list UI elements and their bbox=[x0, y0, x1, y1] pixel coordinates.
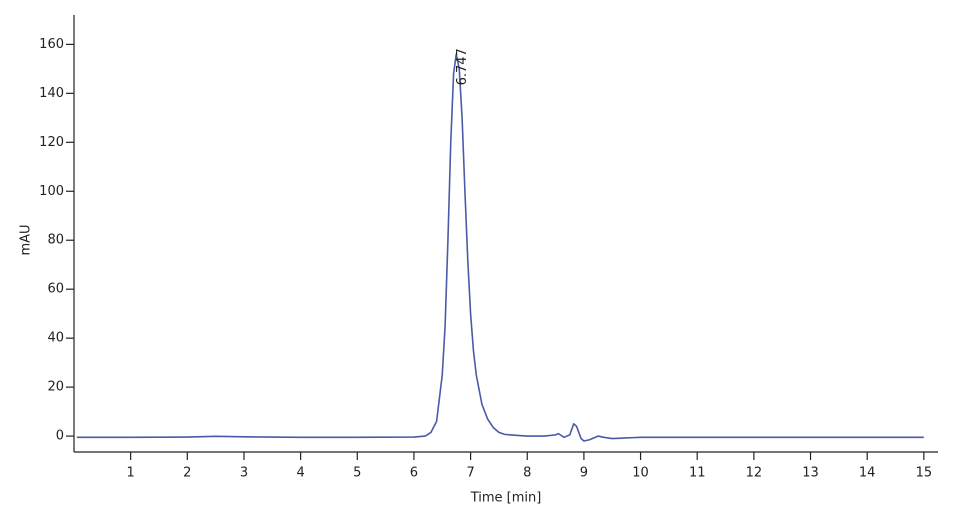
x-tick-label: 2 bbox=[183, 466, 191, 481]
y-tick-label: 80 bbox=[47, 233, 64, 248]
y-tick-label: 20 bbox=[47, 380, 64, 395]
y-tick-label: 0 bbox=[56, 429, 64, 444]
peak-annotation: 6.747 bbox=[455, 48, 470, 85]
x-axis-label: Time [min] bbox=[470, 491, 542, 506]
y-tick-label: 160 bbox=[39, 37, 64, 52]
y-tick-label: 60 bbox=[47, 282, 64, 297]
x-tick-label: 10 bbox=[632, 466, 649, 481]
y-tick-label: 140 bbox=[39, 86, 64, 101]
y-tick-label: 40 bbox=[47, 331, 64, 346]
x-tick-label: 9 bbox=[580, 466, 588, 481]
x-tick-label: 4 bbox=[296, 466, 304, 481]
x-tick-label: 7 bbox=[466, 466, 474, 481]
x-tick-label: 13 bbox=[802, 466, 819, 481]
x-tick-label: 1 bbox=[127, 466, 135, 481]
x-tick-label: 14 bbox=[859, 466, 876, 481]
signal-line bbox=[76, 53, 924, 442]
y-tick-label: 100 bbox=[39, 184, 64, 199]
x-tick-label: 8 bbox=[523, 466, 531, 481]
x-tick-label: 3 bbox=[240, 466, 248, 481]
x-tick-label: 12 bbox=[746, 466, 763, 481]
y-tick-label: 120 bbox=[39, 135, 64, 150]
x-tick-label: 6 bbox=[410, 466, 418, 481]
y-axis-label: mAU bbox=[19, 224, 34, 255]
x-tick-label: 5 bbox=[353, 466, 361, 481]
x-tick-label: 15 bbox=[916, 466, 933, 481]
x-tick-label: 11 bbox=[689, 466, 706, 481]
